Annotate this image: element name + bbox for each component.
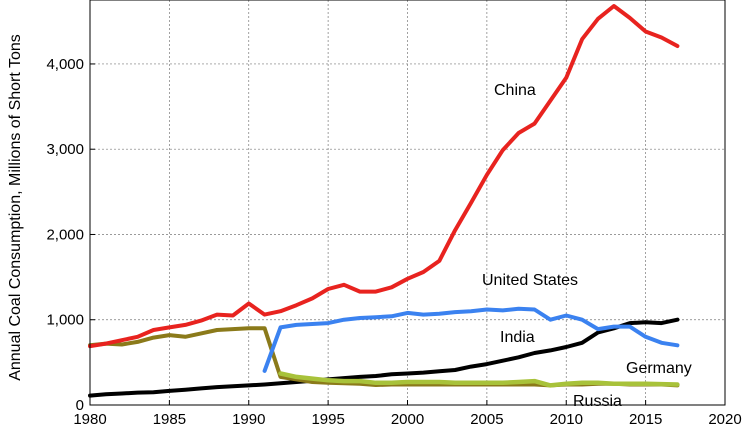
y-axis-title: Annual Coal Consumption, Millions of Sho… (7, 34, 24, 381)
grid (90, 0, 725, 405)
x-tick-label: 2005 (470, 411, 503, 428)
series-label-russia: Russia (573, 393, 622, 410)
y-tick-label: 3,000 (46, 141, 84, 158)
series-label-germany: Germany (626, 360, 692, 377)
x-tick-label: 1990 (232, 411, 265, 428)
x-tick-label: 2000 (391, 411, 424, 428)
x-tick-label: 2010 (550, 411, 583, 428)
y-tick-label: 0 (76, 397, 84, 414)
x-tick-label: 2015 (629, 411, 662, 428)
y-tick-label: 4,000 (46, 56, 84, 73)
x-tick-label: 1995 (311, 411, 344, 428)
series-line-united-states (262, 306, 680, 373)
series-label-india: India (500, 329, 535, 346)
series-lines (88, 4, 680, 398)
series-line-india (88, 317, 680, 398)
axis-ticks: 1980 1985 1990 1995 2000 2005 2010 2015 2020 0 1,0… (46, 56, 741, 428)
series-labels: China United States India Germany Russia (482, 82, 692, 410)
x-tick-label: 1980 (73, 411, 106, 428)
series-line-china (88, 4, 680, 349)
series-label-united-states: United States (482, 272, 578, 289)
y-tick-label: 1,000 (46, 312, 84, 329)
y-tick-label: 2,000 (46, 226, 84, 243)
x-tick-label: 2020 (708, 411, 741, 428)
series-label-china: China (494, 82, 536, 99)
series-line-russia (278, 371, 680, 388)
x-tick-label: 1985 (153, 411, 186, 428)
